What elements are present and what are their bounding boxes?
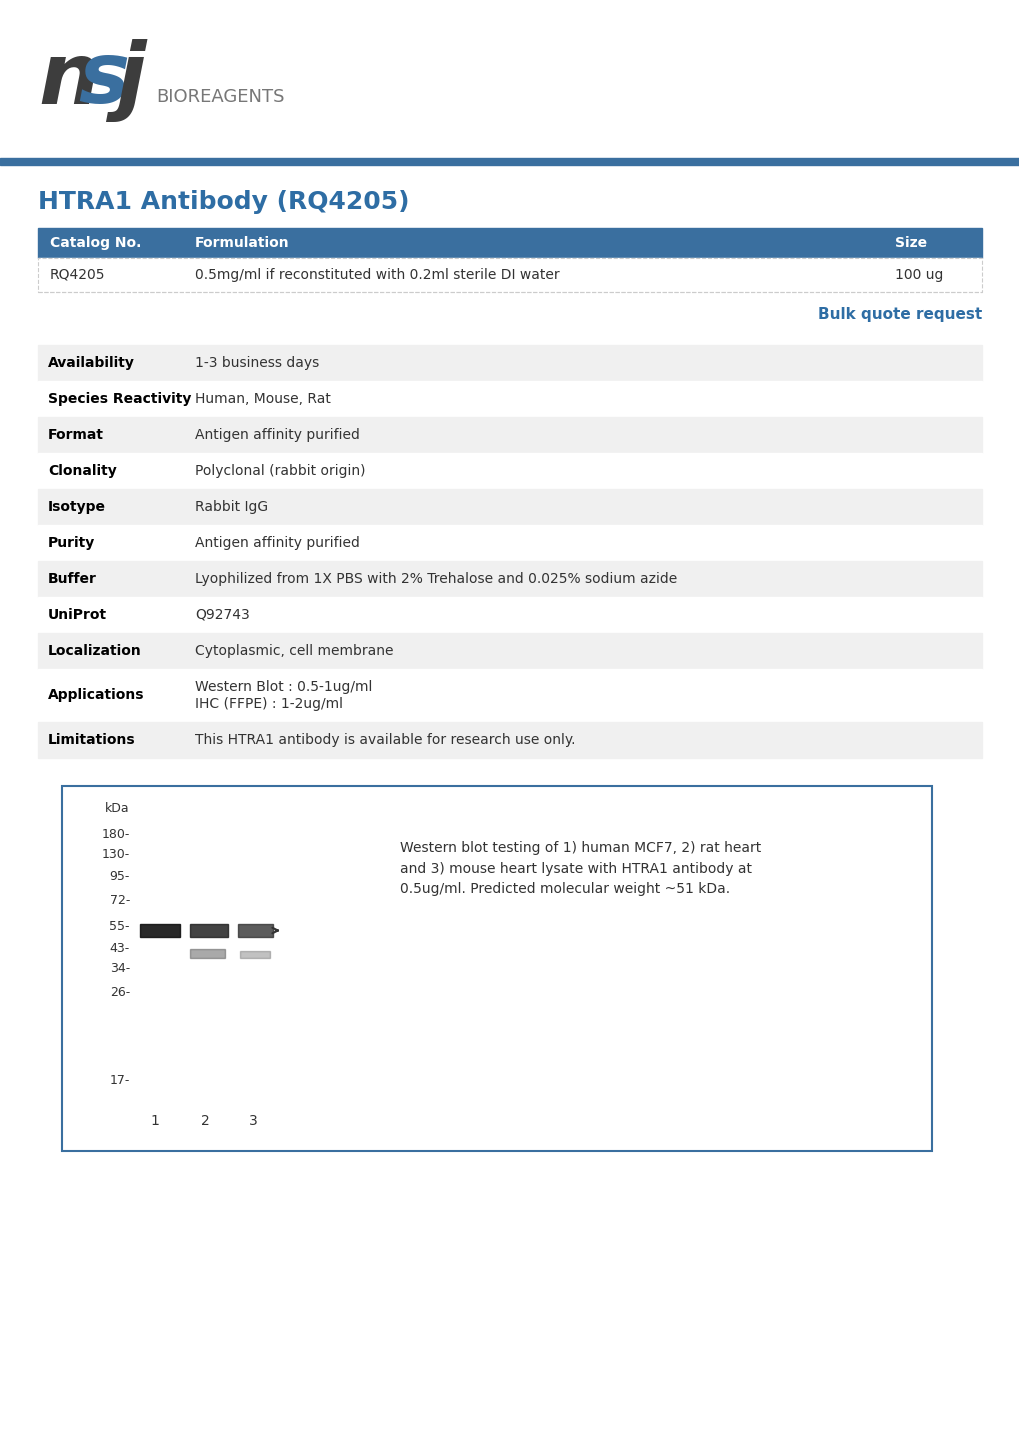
Bar <box>38 381 981 417</box>
Text: 26-: 26- <box>110 986 129 999</box>
Text: 130-: 130- <box>102 848 129 861</box>
Text: s: s <box>77 39 129 121</box>
Text: kDa: kDa <box>105 802 129 815</box>
Bar <box>190 949 225 957</box>
Text: Western Blot : 0.5-1ug/ml
IHC (FFPE) : 1-2ug/ml: Western Blot : 0.5-1ug/ml IHC (FFPE) : 1… <box>195 681 372 711</box>
Text: Lyophilized from 1X PBS with 2% Trehalose and 0.025% sodium azide: Lyophilized from 1X PBS with 2% Trehalos… <box>195 572 677 585</box>
Text: Antigen affinity purified: Antigen affinity purified <box>195 428 360 443</box>
Text: RQ4205: RQ4205 <box>50 268 105 283</box>
Text: 34-: 34- <box>110 962 129 975</box>
Text: 0.5mg/ml if reconstituted with 0.2ml sterile DI water: 0.5mg/ml if reconstituted with 0.2ml ste… <box>195 268 559 283</box>
Bar <box>38 345 981 381</box>
Bar <box>38 722 981 758</box>
Text: 43-: 43- <box>110 942 129 955</box>
Text: Rabbit IgG: Rabbit IgG <box>195 500 268 513</box>
Bar <box>38 561 981 597</box>
Text: 100 ug: 100 ug <box>894 268 943 283</box>
Text: 1-3 business days: 1-3 business days <box>195 356 319 371</box>
Text: 1: 1 <box>151 1115 159 1128</box>
Text: Format: Format <box>48 428 104 443</box>
Text: Bulk quote request: Bulk quote request <box>817 307 981 322</box>
Bar <box>38 258 981 291</box>
Text: j: j <box>116 39 146 121</box>
Text: Catalog No.: Catalog No. <box>50 236 142 249</box>
Text: Cytoplasmic, cell membrane: Cytoplasmic, cell membrane <box>195 645 393 658</box>
Text: Applications: Applications <box>48 688 145 702</box>
Bar <box>38 633 981 669</box>
Bar <box>190 924 228 937</box>
Bar <box>38 597 981 633</box>
Text: 72-: 72- <box>109 894 129 907</box>
Text: Availability: Availability <box>48 356 135 371</box>
Bar <box>38 489 981 525</box>
Text: Limitations: Limitations <box>48 733 136 747</box>
Text: Buffer: Buffer <box>48 572 97 585</box>
Text: UniProt: UniProt <box>48 609 107 622</box>
Text: Clonality: Clonality <box>48 464 116 477</box>
Text: This HTRA1 antibody is available for research use only.: This HTRA1 antibody is available for res… <box>195 733 575 747</box>
Bar <box>0 159 1019 164</box>
Text: Q92743: Q92743 <box>195 609 250 622</box>
Text: Formulation: Formulation <box>195 236 289 249</box>
Text: Antigen affinity purified: Antigen affinity purified <box>195 536 360 549</box>
Text: 95-: 95- <box>109 870 129 883</box>
Text: Human, Mouse, Rat: Human, Mouse, Rat <box>195 392 330 407</box>
Text: BIOREAGENTS: BIOREAGENTS <box>156 88 284 107</box>
Bar <box>38 525 981 561</box>
Text: HTRA1 Antibody (RQ4205): HTRA1 Antibody (RQ4205) <box>38 190 409 213</box>
Text: Polyclonal (rabbit origin): Polyclonal (rabbit origin) <box>195 464 365 477</box>
Text: 180-: 180- <box>102 828 129 841</box>
Text: 55-: 55- <box>109 920 129 933</box>
Text: Localization: Localization <box>48 645 142 658</box>
Bar <box>140 924 179 937</box>
Bar <box>62 786 931 1151</box>
Text: 2: 2 <box>201 1115 209 1128</box>
Bar <box>38 669 981 722</box>
Text: n: n <box>38 39 99 121</box>
Bar <box>239 952 270 957</box>
Text: Purity: Purity <box>48 536 95 549</box>
Bar <box>237 924 273 937</box>
Text: Size: Size <box>894 236 926 249</box>
Text: Western blot testing of 1) human MCF7, 2) rat heart
and 3) mouse heart lysate wi: Western blot testing of 1) human MCF7, 2… <box>399 841 760 895</box>
Bar <box>38 228 981 258</box>
Text: Species Reactivity: Species Reactivity <box>48 392 192 407</box>
Bar <box>38 417 981 453</box>
Bar <box>38 453 981 489</box>
Text: 17-: 17- <box>109 1074 129 1087</box>
Bar <box>38 258 981 291</box>
Text: 3: 3 <box>249 1115 257 1128</box>
Text: Isotype: Isotype <box>48 500 106 513</box>
